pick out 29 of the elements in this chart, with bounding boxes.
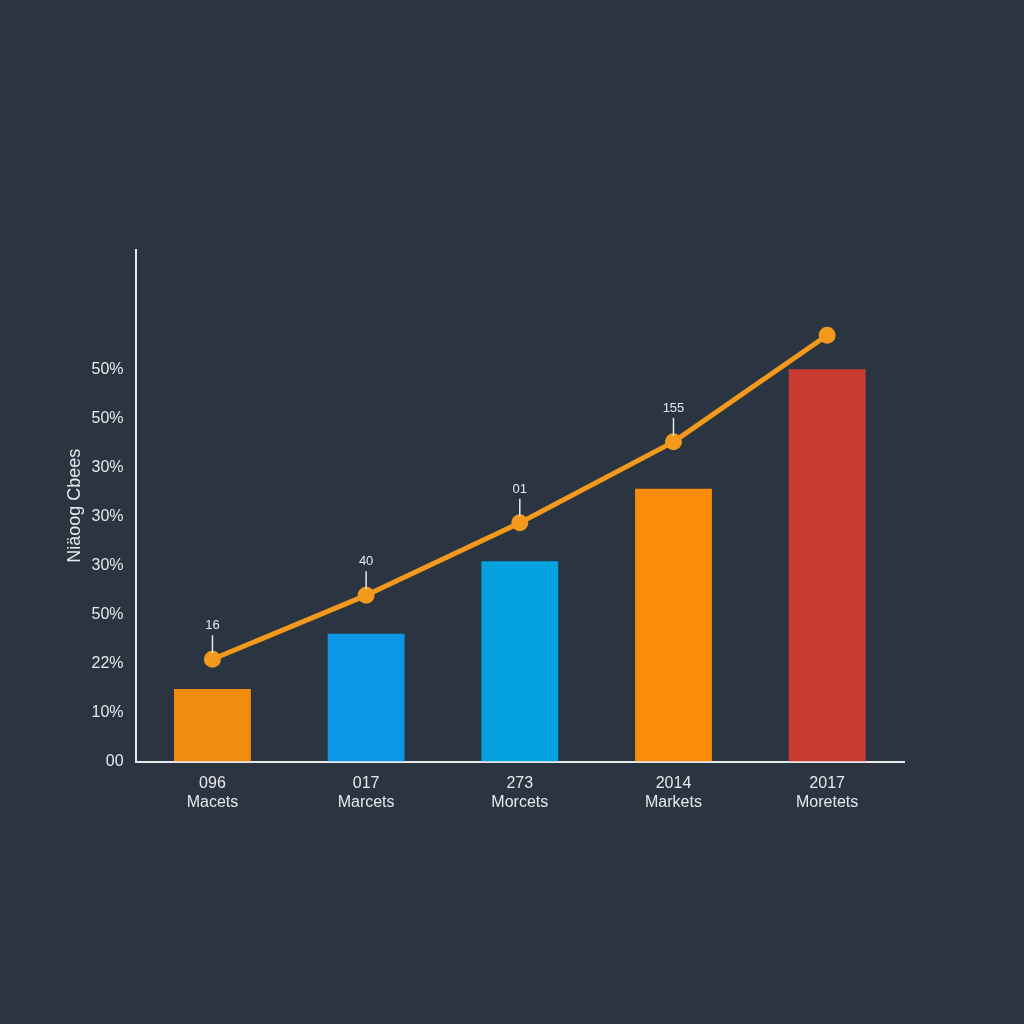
annotation: 16 xyxy=(205,617,220,633)
x-tick-label: 2014 Markets xyxy=(645,773,702,810)
bar xyxy=(174,689,251,762)
bar xyxy=(327,633,405,762)
text: 50% xyxy=(91,408,124,426)
y-axis-title: Niäoog Cbees xyxy=(63,448,84,563)
text: 30% xyxy=(91,506,124,524)
text: 10% xyxy=(91,702,124,720)
text: 30% xyxy=(91,555,124,573)
bar xyxy=(635,488,712,762)
point xyxy=(818,326,836,344)
x-tick-label: 273 Morcets xyxy=(491,773,549,810)
bar xyxy=(788,369,866,762)
bar xyxy=(481,561,559,762)
point xyxy=(511,514,529,532)
annotation: 155 xyxy=(662,399,685,415)
annotation: 01 xyxy=(512,480,528,496)
text: 50% xyxy=(91,359,124,377)
text: 00 xyxy=(105,752,124,770)
text: 30% xyxy=(91,457,124,475)
text: 22% xyxy=(91,653,124,671)
text: 50% xyxy=(91,604,124,622)
annotation: 40 xyxy=(358,553,374,569)
x-tick-label: 096 Macets xyxy=(186,773,239,810)
point xyxy=(357,586,375,604)
point xyxy=(664,433,682,451)
x-tick-label: 2017 Moretets xyxy=(796,773,859,810)
point xyxy=(203,650,221,668)
x-tick-label: 017 Marcets xyxy=(337,773,395,810)
